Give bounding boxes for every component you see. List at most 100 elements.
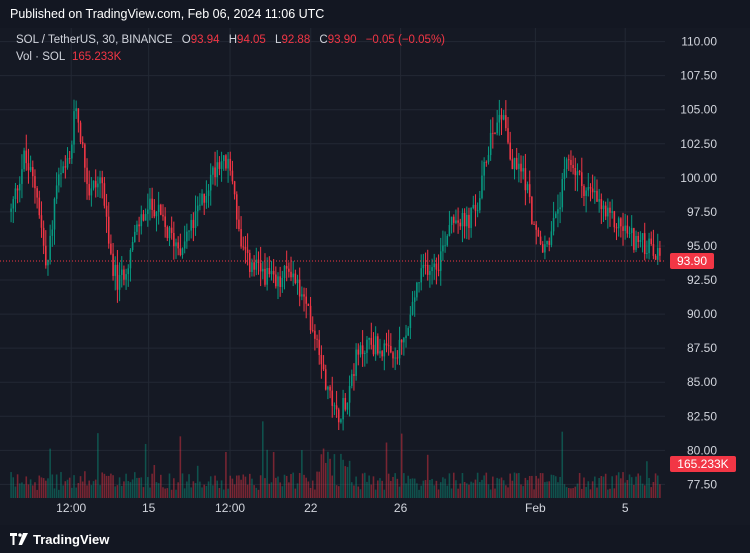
candle-body [298, 279, 301, 297]
volume-bar [500, 477, 503, 498]
candle-body [433, 263, 436, 268]
candle-body [309, 305, 312, 331]
volume-bar [175, 489, 177, 498]
volume-bar [420, 485, 422, 498]
chart-frame[interactable]: 110.00 107.50 105.00 102.50 100.00 97.50 95.00… [0, 28, 750, 525]
candle-body [75, 108, 77, 112]
volume-bar [47, 478, 49, 498]
candle-body [587, 187, 590, 191]
volume-bar [485, 472, 488, 498]
candle-body [157, 204, 160, 212]
candle-body [216, 162, 219, 178]
candle-body [366, 339, 368, 353]
volume-bar [251, 478, 253, 498]
volume-bar [127, 481, 130, 498]
candle-body [196, 205, 199, 212]
low-value: 92.88 [281, 34, 311, 46]
symbol-label[interactable]: SOL / TetherUS, 30, BINANCE [16, 34, 173, 46]
candle-body [307, 303, 310, 306]
candle-body [544, 244, 546, 253]
tradingview-logo-icon[interactable] [10, 533, 28, 545]
tradingview-brand[interactable]: TradingView [33, 531, 110, 547]
candle-body [392, 352, 394, 359]
candle-body [285, 265, 288, 269]
volume-bar [591, 481, 594, 498]
volume-label[interactable]: Vol · SOL [16, 51, 65, 63]
volume-bar [600, 475, 603, 498]
volume-bar [548, 481, 551, 498]
volume-bar [643, 485, 646, 498]
volume-bar [381, 480, 383, 498]
candlestick-chart[interactable]: 110.00 107.50 105.00 102.50 100.00 97.50 95.00… [0, 28, 750, 525]
candle-body [329, 386, 331, 391]
candle-body [231, 170, 234, 182]
volume-bar [125, 473, 127, 498]
volume-bar [199, 481, 201, 498]
volume-bar [476, 472, 479, 498]
candle-body [342, 397, 344, 420]
candle-body [492, 132, 494, 134]
candle-body [598, 199, 600, 202]
candle-body [502, 115, 505, 120]
candle-body [42, 227, 45, 246]
volume-bar [409, 478, 412, 498]
candle-body [602, 205, 605, 210]
candle-body [272, 271, 275, 275]
volume-bar [277, 476, 279, 498]
candle-body [630, 228, 633, 234]
candle-body [364, 352, 366, 354]
volume-bar [552, 475, 555, 498]
candle-body [125, 274, 127, 280]
volume-bar [318, 471, 321, 498]
candle-body [116, 264, 119, 290]
candle-body [120, 269, 123, 275]
volume-bar [27, 484, 30, 498]
volume-bar [459, 483, 462, 498]
candle-body [147, 209, 149, 214]
volume-bar [214, 475, 216, 498]
candle-body [643, 233, 646, 255]
candle-body [561, 179, 564, 208]
candle-body [244, 246, 247, 250]
candle-body [129, 250, 132, 269]
volume-bar [129, 482, 132, 498]
volume-bar [75, 487, 77, 498]
volume-bar [235, 475, 238, 498]
volume-bar [372, 476, 375, 498]
volume-bar [392, 476, 394, 498]
volume-bar [461, 473, 464, 498]
volume-bar [294, 488, 297, 498]
volume-bar [138, 477, 140, 498]
y-tick-label: 102.50 [680, 137, 717, 151]
volume-bar [531, 475, 533, 498]
volume-bar [563, 484, 566, 498]
volume-bar [296, 483, 299, 498]
volume-bar [314, 489, 316, 498]
volume-bar [431, 478, 433, 498]
volume-bar [283, 474, 286, 498]
x-tick-label: Feb [525, 501, 546, 515]
volume-bar [164, 488, 166, 498]
volume-bar [483, 475, 485, 498]
candle-body [192, 219, 195, 228]
volume-bar [546, 481, 548, 498]
candle-body [275, 274, 277, 287]
candle-body [581, 172, 583, 187]
volume-bar [324, 462, 327, 498]
volume-bar [567, 488, 570, 498]
volume-bar [611, 476, 613, 498]
candle-body [466, 214, 468, 227]
candle-body [255, 259, 258, 270]
candle-body [344, 397, 347, 410]
volume-bar [192, 481, 195, 498]
volume-bar [301, 450, 303, 498]
candle-body [479, 198, 481, 211]
volume-bar [550, 474, 553, 498]
candle-body [110, 243, 112, 254]
candle-body [570, 159, 572, 166]
candle-body [38, 197, 41, 216]
candle-body [49, 235, 51, 260]
candle-body [292, 273, 294, 278]
volume-bar [105, 475, 108, 498]
volume-bar [394, 473, 396, 498]
